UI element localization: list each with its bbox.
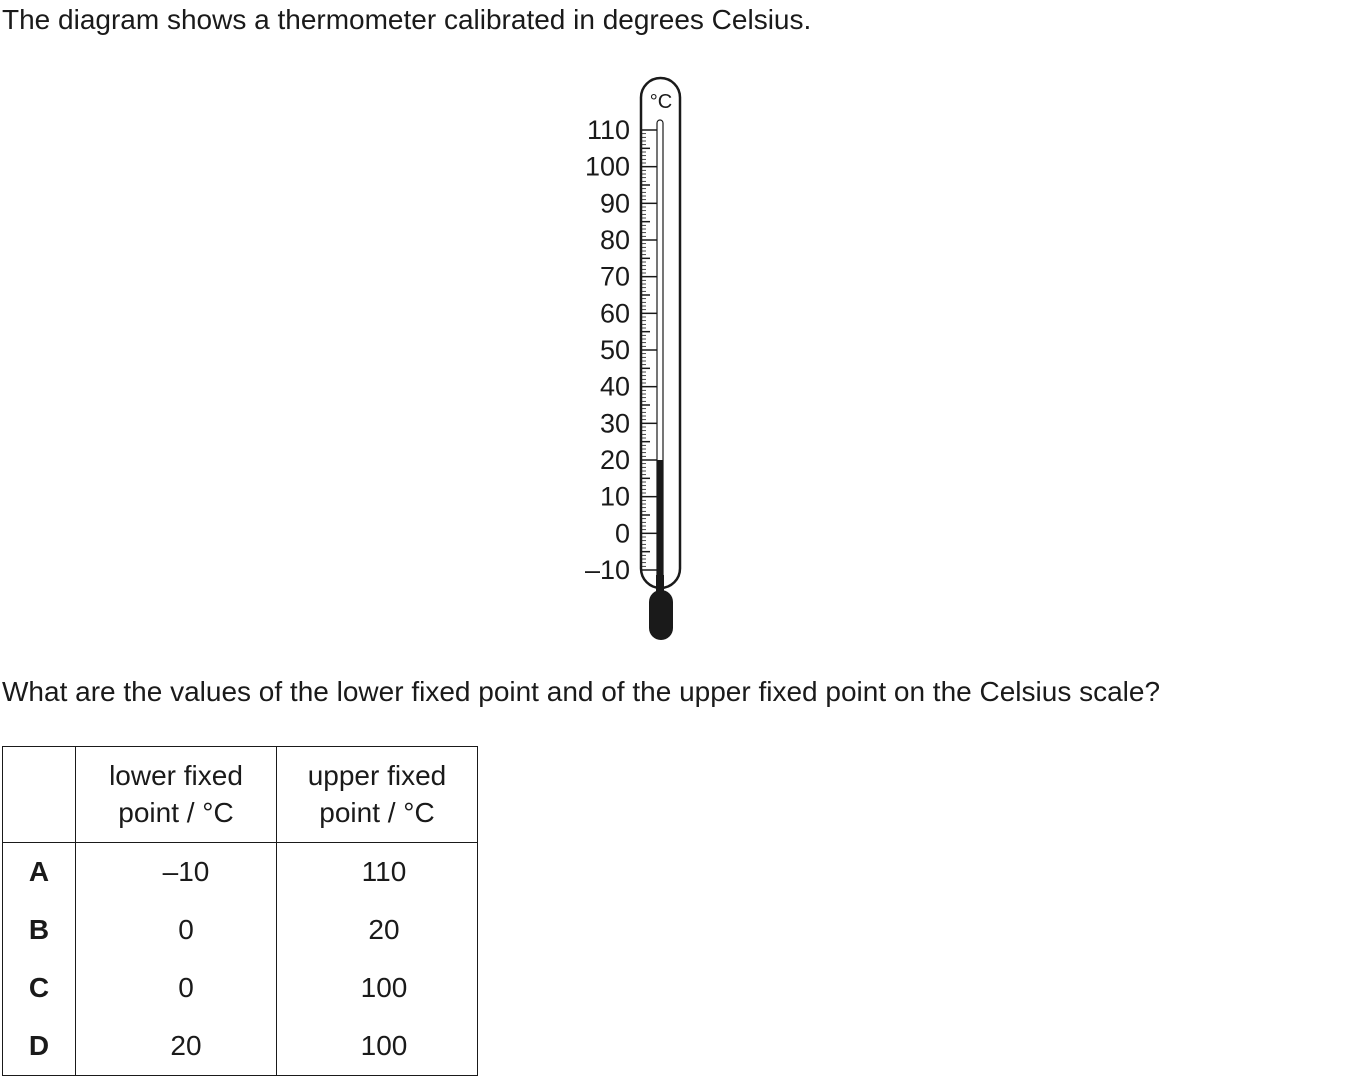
lower-fixed-point-value: 0 [75,901,277,959]
unit-label: °C [650,91,672,113]
header-key-cell [2,746,76,843]
header-lower-fixed-point: lower fixed point / °C [75,746,277,843]
upper-fixed-point-value: 110 [276,842,478,901]
scale-label: 90 [600,188,630,218]
question-text: What are the values of the lower fixed p… [2,676,1161,707]
option-key: D [2,1017,76,1076]
intro-text: The diagram shows a thermometer calibrat… [2,4,812,35]
thermometer-neck [651,575,669,600]
scale-label: 100 [585,152,630,182]
scale-label: 30 [600,408,630,438]
scale-label: 80 [600,225,630,255]
header-upper-fixed-point: upper fixed point / °C [276,746,478,843]
mercury-column [656,460,664,600]
scale-label: 50 [600,335,630,365]
scale-label: 110 [587,115,630,145]
scale-ticks [641,129,657,571]
upper-fixed-point-value: 100 [276,1017,478,1076]
upper-fixed-point-value: 100 [276,959,478,1017]
header-lower-line2: point / °C [118,796,234,828]
scale-label: 20 [600,445,630,475]
table-row[interactable]: D 20 100 [2,1017,478,1076]
table-header-row: lower fixed point / °C upper fixed point… [2,746,478,843]
scale-label: 60 [600,298,630,328]
lower-fixed-point-value: –10 [75,842,277,901]
header-upper-line2: point / °C [319,796,435,828]
scale-label: 10 [600,482,630,512]
upper-fixed-point-value: 20 [276,901,478,959]
option-key: B [2,901,76,959]
table-row[interactable]: A –10 110 [2,842,478,901]
scale-label: 0 [615,518,630,548]
scale-label: –10 [585,555,630,585]
header-upper-line1: upper fixed [307,760,447,792]
lower-fixed-point-value: 20 [75,1017,277,1076]
lower-fixed-point-value: 0 [75,959,277,1017]
option-key: C [2,959,76,1017]
answer-table: lower fixed point / °C upper fixed point… [2,746,478,1076]
thermometer-bulb [649,590,673,640]
scale-label: 70 [600,262,630,292]
table-row[interactable]: C 0 100 [2,959,478,1017]
table-row[interactable]: B 0 20 [2,901,478,959]
scale-label: 40 [600,372,630,402]
header-lower-line1: lower fixed [109,760,243,792]
option-key: A [2,842,76,901]
